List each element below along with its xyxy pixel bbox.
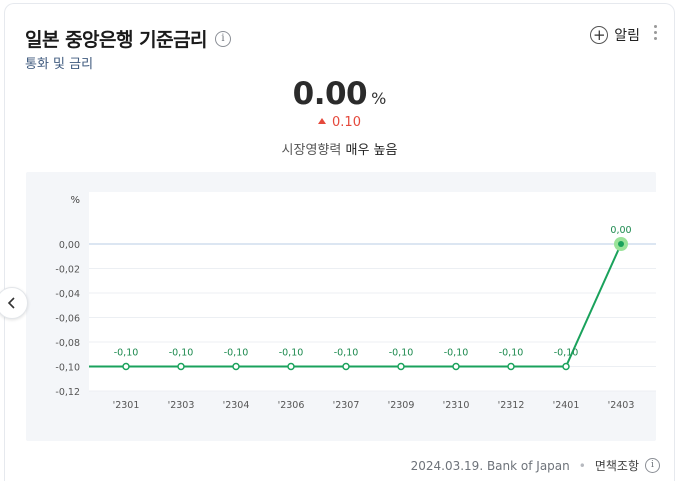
y-tick-label: -0,04	[55, 289, 80, 300]
alarm-label: 알림	[614, 28, 640, 44]
data-label: -0,10	[554, 348, 579, 359]
x-tick-label: '2312	[498, 400, 525, 411]
chart-area: % 0,00 -0,02 -0,04 -0,06 -0,08 -0,10 -0,12 '2301…	[26, 172, 656, 441]
category-link[interactable]: 통화 및 금리	[25, 57, 94, 72]
change-value: 0.10	[332, 115, 361, 130]
y-tick-label: -0,12	[55, 387, 80, 398]
current-value: 0.00%	[5, 76, 674, 112]
data-point	[177, 362, 185, 371]
x-tick-label: '2303	[168, 400, 195, 411]
line-chart: % 0,00 -0,02 -0,04 -0,06 -0,08 -0,10 -0,12 '2301…	[55, 192, 656, 411]
footer: 2024.03.19. Bank of Japan • 면책조항 i	[411, 457, 660, 474]
indicator-card: 일본 중앙은행 기준금리 i 통화 및 금리 + 알림 0.00% 0.10 시…	[4, 3, 675, 481]
data-label: -0,10	[444, 348, 469, 359]
info-icon[interactable]: i	[645, 458, 660, 473]
rate-value: 0.00	[292, 76, 368, 112]
data-label: -0,10	[169, 348, 194, 359]
plot-background	[89, 192, 656, 391]
page-title: 일본 중앙은행 기준금리	[25, 29, 208, 51]
y-tick-label: -0,02	[55, 265, 80, 276]
separator-dot: •	[578, 458, 586, 473]
data-label: -0,10	[334, 348, 359, 359]
more-vertical-icon[interactable]	[654, 25, 658, 43]
x-tick-label: '2306	[278, 400, 305, 411]
rate-unit: %	[371, 89, 387, 108]
chevron-left-icon	[7, 297, 15, 309]
x-tick-label: '2301	[113, 400, 140, 411]
data-label: -0,10	[224, 348, 249, 359]
x-tick-label: '2309	[388, 400, 415, 411]
y-tick-label: 0,00	[59, 240, 80, 251]
x-tick-label: '2401	[553, 400, 580, 411]
prev-button[interactable]	[0, 287, 28, 319]
data-point	[232, 362, 240, 371]
market-impact: 시장영향력 매우 높음	[5, 139, 674, 158]
y-axis-unit: %	[70, 195, 80, 206]
x-tick-label: '2304	[223, 400, 250, 411]
x-tick-label: '2310	[443, 400, 470, 411]
data-point	[507, 362, 515, 371]
up-triangle-icon	[318, 118, 327, 124]
data-label: 0,00	[610, 225, 631, 236]
info-icon[interactable]: i	[215, 30, 232, 47]
data-point	[397, 362, 405, 371]
data-label: -0,10	[499, 348, 524, 359]
y-tick-label: -0,06	[55, 314, 80, 325]
y-tick-label: -0,08	[55, 338, 80, 349]
data-label: -0,10	[114, 348, 139, 359]
disclaimer-link[interactable]: 면책조항	[594, 459, 639, 473]
data-point	[618, 241, 624, 247]
data-label: -0,10	[279, 348, 304, 359]
title-row: 일본 중앙은행 기준금리 i	[25, 25, 232, 52]
impact-label: 시장영향력	[281, 143, 342, 158]
data-point	[562, 362, 570, 371]
x-tick-label: '2403	[608, 400, 635, 411]
data-point	[452, 362, 460, 371]
data-point	[122, 362, 130, 371]
x-tick-label: '2307	[333, 400, 360, 411]
data-point	[287, 362, 295, 371]
impact-level: 매우 높음	[345, 143, 398, 158]
rate-change: 0.10	[5, 115, 674, 130]
y-tick-label: -0,10	[55, 363, 80, 374]
data-label: -0,10	[389, 348, 414, 359]
data-point	[342, 362, 350, 371]
alarm-button[interactable]: + 알림	[590, 25, 640, 45]
plus-circle-icon: +	[590, 26, 609, 44]
source-text: 2024.03.19. Bank of Japan	[410, 458, 570, 473]
